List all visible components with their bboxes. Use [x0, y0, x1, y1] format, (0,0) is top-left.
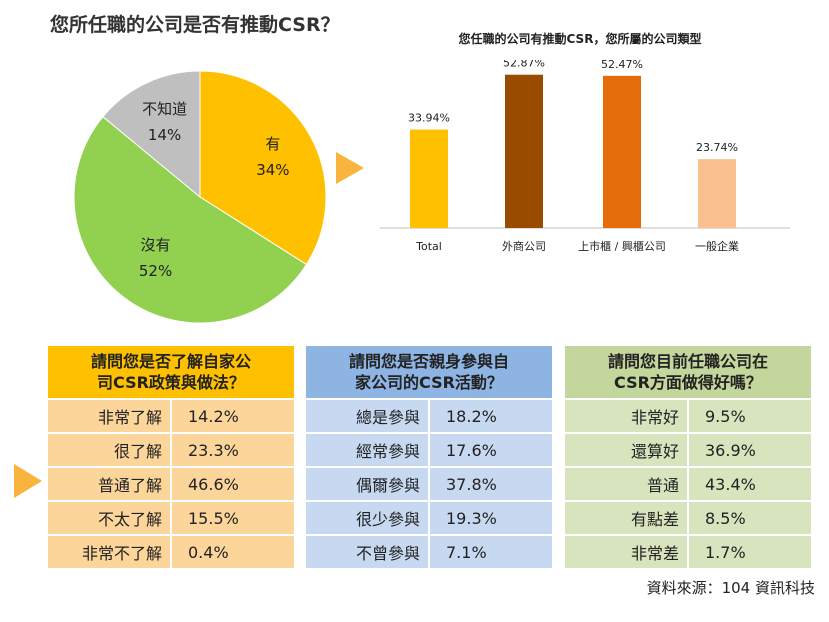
pie-slice: [102, 70, 201, 199]
bar-value-label: 23.74%: [696, 141, 738, 154]
table-row: 還算好 36.9%: [565, 433, 811, 468]
bar-category-label: Total: [415, 240, 442, 253]
arrow-right-icon: [336, 162, 346, 174]
row-value: 43.4%: [687, 467, 811, 502]
row-label: 總是參與: [306, 399, 429, 434]
pie-slice-value: 34%: [256, 161, 289, 179]
row-value: 18.2%: [428, 399, 552, 434]
row-label: 很少參與: [306, 501, 429, 536]
table-row: 經常參與 17.6%: [306, 433, 552, 468]
table-row: 非常好 9.5%: [565, 399, 811, 434]
table-row: 非常不了解 0.4%: [48, 535, 294, 570]
source-note: 資料來源：104 資訊科技: [646, 579, 815, 597]
row-value: 46.6%: [170, 467, 294, 502]
pie-chart-title: 您所任職的公司是否有推動CSR？: [50, 14, 340, 36]
table-row: 非常了解 14.2%: [48, 399, 294, 434]
row-value: 36.9%: [687, 433, 811, 468]
row-value: 8.5%: [687, 501, 811, 536]
row-value: 0.4%: [170, 535, 294, 570]
pie-slice: [73, 115, 308, 324]
table-row: 很了解 23.3%: [48, 433, 294, 468]
row-label: 普通: [565, 467, 688, 502]
row-value: 23.3%: [170, 433, 294, 468]
bar-value-label: 52.87%: [503, 60, 545, 70]
table-header: 請問您目前任職公司在 CSR方面做得好嗎？: [565, 346, 811, 400]
row-label: 非常差: [565, 535, 688, 570]
row-value: 7.1%: [428, 535, 552, 570]
table-row: 非常差 1.7%: [565, 535, 811, 570]
row-label: 還算好: [565, 433, 688, 468]
bar-category-label: 外商公司: [502, 239, 546, 253]
table-row: 不曾參與 7.1%: [306, 535, 552, 570]
row-value: 1.7%: [687, 535, 811, 570]
pie-slice-label: 沒有: [141, 236, 171, 254]
pie-slice: [199, 70, 327, 266]
bar-value-label: 33.94%: [408, 112, 450, 125]
row-label: 很了解: [48, 433, 171, 468]
bar: [603, 75, 641, 228]
row-value: 9.5%: [687, 399, 811, 434]
table-header: 請問您是否了解自家公 司CSR政策與做法？: [48, 346, 294, 400]
table-row: 總是參與 18.2%: [306, 399, 552, 434]
row-value: 14.2%: [170, 399, 294, 434]
table-row: 有點差 8.5%: [565, 501, 811, 536]
arrow-right-icon: [14, 464, 42, 498]
row-label: 非常好: [565, 399, 688, 434]
understanding-table: 請問您是否了解自家公 司CSR政策與做法？ 非常了解 14.2% 很了解 23.3% 普通了…: [48, 346, 294, 570]
performance-table: 請問您目前任職公司在 CSR方面做得好嗎？ 非常好 9.5% 還算好 36.9% 普通 43.…: [565, 346, 811, 570]
table-row: 不太了解 15.5%: [48, 501, 294, 536]
row-label: 非常了解: [48, 399, 171, 434]
pie-chart: 有 34% 沒有 52% 不知道 14%: [73, 70, 327, 324]
bar-category-label: 上市櫃 / 興櫃公司: [578, 239, 666, 253]
row-value: 37.8%: [428, 467, 552, 502]
bar-chart: 33.94% Total 52.87% 外商公司 52.47% 上市櫃 / 興櫃公司 23.…: [380, 60, 790, 253]
pie-slice-label: 有: [265, 135, 280, 153]
row-value: 15.5%: [170, 501, 294, 536]
bar-value-label: 52.47%: [601, 60, 643, 71]
bar: [410, 129, 448, 228]
pie-slice-value: 14%: [148, 126, 181, 144]
participation-table: 請問您是否親身參與自 家公司的CSR活動？ 總是參與 18.2% 經常參與 17.6% 偶爾…: [306, 346, 552, 570]
pie-slice-label: 不知道: [142, 100, 187, 118]
pie-slice-value: 52%: [139, 262, 172, 280]
bar: [505, 74, 543, 228]
bar: [698, 159, 736, 228]
row-value: 19.3%: [428, 501, 552, 536]
row-label: 普通了解: [48, 467, 171, 502]
row-label: 不曾參與: [306, 535, 429, 570]
row-label: 不太了解: [48, 501, 171, 536]
table-row: 普通 43.4%: [565, 467, 811, 502]
table-row: 普通了解 46.6%: [48, 467, 294, 502]
row-label: 有點差: [565, 501, 688, 536]
bar-chart-title: 您任職的公司有推動CSR，您所屬的公司類型: [458, 32, 702, 46]
row-label: 經常參與: [306, 433, 429, 468]
row-label: 偶爾參與: [306, 467, 429, 502]
table-header: 請問您是否親身參與自 家公司的CSR活動？: [306, 346, 552, 400]
table-row: 很少參與 19.3%: [306, 501, 552, 536]
bar-category-label: 一般企業: [695, 239, 739, 253]
row-label: 非常不了解: [48, 535, 171, 570]
table-row: 偶爾參與 37.8%: [306, 467, 552, 502]
row-value: 17.6%: [428, 433, 552, 468]
